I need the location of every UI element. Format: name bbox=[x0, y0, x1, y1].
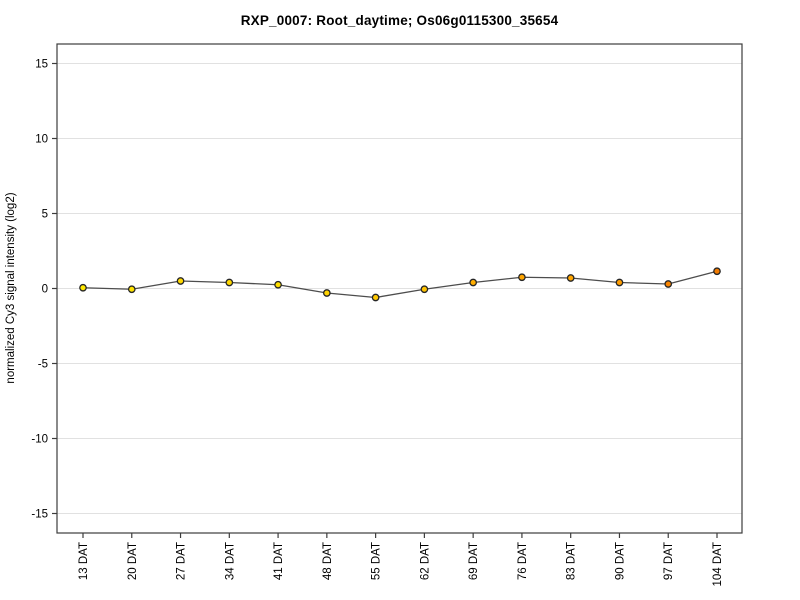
data-point bbox=[469, 278, 478, 287]
y-tick-label: -15 bbox=[31, 509, 48, 521]
x-tick-label: 62 DAT bbox=[419, 542, 431, 580]
x-tick-label: 41 DAT bbox=[273, 542, 285, 580]
x-tick-label: 69 DAT bbox=[468, 542, 480, 580]
data-point bbox=[176, 277, 185, 285]
data-point bbox=[322, 289, 331, 297]
y-tick-label: 5 bbox=[42, 209, 48, 221]
data-point bbox=[274, 280, 282, 289]
x-tick-label: 90 DAT bbox=[614, 542, 626, 580]
chart-title: RXP_0007: Root_daytime; Os06g0115300_356… bbox=[240, 13, 559, 28]
x-tick-label: 27 DAT bbox=[176, 542, 188, 580]
data-point bbox=[615, 278, 624, 287]
x-tick-label: 13 DAT bbox=[78, 542, 90, 580]
x-tick-label: 34 DAT bbox=[224, 542, 236, 580]
x-tick-label: 48 DAT bbox=[322, 542, 334, 580]
x-tick-label: 104 DAT bbox=[712, 542, 724, 587]
y-tick-label: -10 bbox=[31, 434, 48, 446]
data-point bbox=[371, 293, 380, 302]
data-point bbox=[713, 267, 721, 276]
x-tick-label: 97 DAT bbox=[663, 542, 675, 580]
data-point bbox=[420, 285, 429, 294]
x-tick-label: 20 DAT bbox=[127, 542, 139, 580]
series-line bbox=[82, 270, 718, 299]
y-tick-label: 15 bbox=[35, 59, 48, 71]
data-point bbox=[127, 285, 136, 294]
data-point bbox=[518, 273, 526, 282]
y-tick-label: 0 bbox=[42, 284, 48, 296]
data-point bbox=[664, 280, 673, 288]
x-tick-label: 83 DAT bbox=[566, 542, 578, 580]
x-tick-label: 76 DAT bbox=[517, 542, 529, 580]
y-tick-label: -5 bbox=[38, 359, 48, 371]
x-tick-label: 55 DAT bbox=[371, 542, 383, 580]
data-point bbox=[79, 283, 87, 292]
y-tick-label: 10 bbox=[35, 134, 48, 146]
data-point bbox=[225, 278, 234, 287]
data-point bbox=[566, 274, 575, 282]
